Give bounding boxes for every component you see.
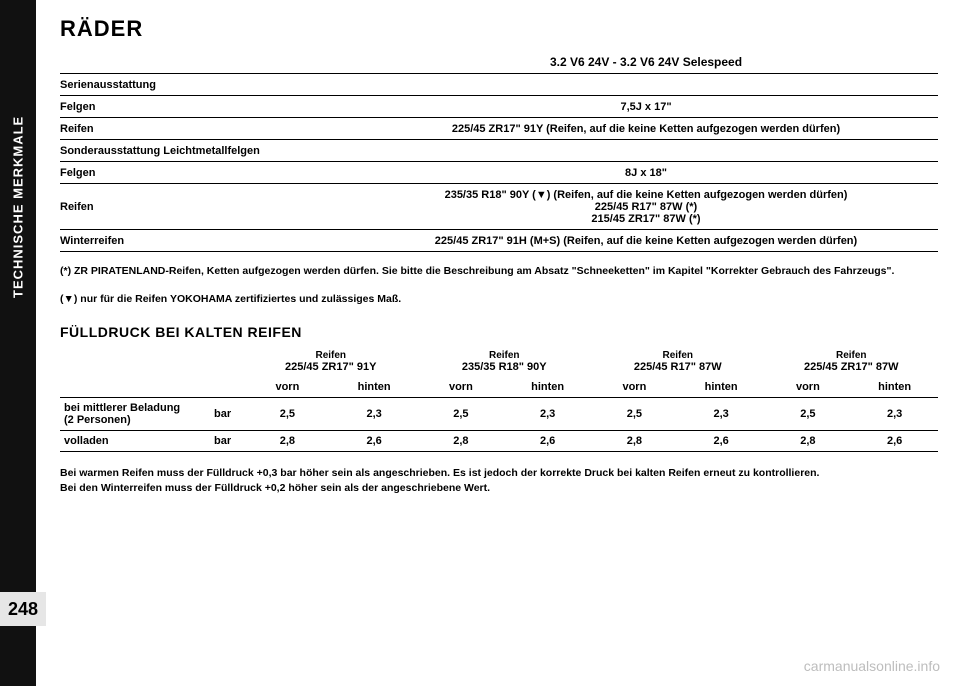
pressure-sub-row: vornhinten vornhinten vornhinten vornhin…	[60, 377, 938, 398]
pressure-row-label: bei mittlerer Beladung(2 Personen)	[60, 397, 210, 430]
spec-label: Winterreifen	[60, 230, 360, 252]
pressure-value: 2,3	[504, 397, 591, 430]
content-area: RÄDER 3.2 V6 24V - 3.2 V6 24V Selespeed …	[60, 16, 938, 497]
subhead-front: vorn	[418, 377, 505, 398]
spec-engine-header: 3.2 V6 24V - 3.2 V6 24V Selespeed	[360, 50, 938, 74]
spec-row: Winterreifen225/45 ZR17" 91H (M+S) (Reif…	[60, 230, 938, 252]
pressure-value: 2,3	[851, 397, 938, 430]
pressure-value: 2,8	[244, 430, 331, 451]
pressure-value: 2,6	[331, 430, 418, 451]
spec-label: Felgen	[60, 162, 360, 184]
spine-title: TECHNISCHE MERKMALE	[0, 18, 36, 298]
pressure-unit: bar	[210, 397, 244, 430]
spec-header-row: 3.2 V6 24V - 3.2 V6 24V Selespeed	[60, 50, 938, 74]
subhead-front: vorn	[591, 377, 678, 398]
spine-bar: TECHNISCHE MERKMALE	[0, 0, 36, 686]
spec-row: Felgen8J x 18"	[60, 162, 938, 184]
pressure-row-label: volladen	[60, 430, 210, 451]
page-number-box: 248	[0, 592, 46, 626]
tyre-header: Reifen225/45 ZR17" 91Y	[244, 346, 418, 377]
tyre-header: Reifen225/45 R17" 87W	[591, 346, 765, 377]
pressure-row: bei mittlerer Beladung(2 Personen)bar2,5…	[60, 397, 938, 430]
page-number: 248	[8, 599, 38, 620]
spec-table: 3.2 V6 24V - 3.2 V6 24V Selespeed Serien…	[60, 50, 938, 252]
footnote-star: (*) ZR PIRATENLAND-Reifen, Ketten aufgez…	[60, 264, 938, 280]
pressure-value: 2,8	[591, 430, 678, 451]
pressure-table: Reifen225/45 ZR17" 91Y Reifen235/35 R18"…	[60, 346, 938, 452]
spec-label: Sonderausstattung Leichtmetallfelgen	[60, 140, 360, 162]
spec-value: 8J x 18"	[360, 162, 938, 184]
spec-value: 235/35 R18" 90Y (▼) (Reifen, auf die kei…	[360, 184, 938, 230]
spec-label: Serienausstattung	[60, 74, 360, 96]
footnote-triangle: (▼) nur für die Reifen YOKOHAMA zertifiz…	[60, 292, 938, 308]
tyre-header: Reifen225/45 ZR17" 87W	[765, 346, 939, 377]
pressure-value: 2,5	[418, 397, 505, 430]
subhead-rear: hinten	[504, 377, 591, 398]
pressure-row: volladenbar2,82,62,82,62,82,62,82,6	[60, 430, 938, 451]
pressure-tyre-row: Reifen225/45 ZR17" 91Y Reifen235/35 R18"…	[60, 346, 938, 377]
pressure-value: 2,8	[765, 430, 852, 451]
spec-row: Reifen225/45 ZR17" 91Y (Reifen, auf die …	[60, 118, 938, 140]
pressure-value: 2,5	[591, 397, 678, 430]
spec-value: 225/45 ZR17" 91H (M+S) (Reifen, auf die …	[360, 230, 938, 252]
pressure-value: 2,6	[678, 430, 765, 451]
subhead-front: vorn	[244, 377, 331, 398]
spec-value	[360, 140, 938, 162]
spec-label: Reifen	[60, 118, 360, 140]
subhead-rear: hinten	[331, 377, 418, 398]
pressure-unit: bar	[210, 430, 244, 451]
heading-rader: RÄDER	[60, 16, 938, 42]
page: TECHNISCHE MERKMALE 248 RÄDER 3.2 V6 24V…	[0, 0, 960, 686]
spec-label: Felgen	[60, 96, 360, 118]
pressure-value: 2,8	[418, 430, 505, 451]
spec-row: Sonderausstattung Leichtmetallfelgen	[60, 140, 938, 162]
watermark: carmanualsonline.info	[804, 658, 940, 674]
bottom-note: Bei warmen Reifen muss der Fülldruck +0,…	[60, 466, 938, 498]
pressure-value: 2,5	[244, 397, 331, 430]
pressure-value: 2,6	[504, 430, 591, 451]
subhead-rear: hinten	[678, 377, 765, 398]
spec-value: 225/45 ZR17" 91Y (Reifen, auf die keine …	[360, 118, 938, 140]
spec-row: Reifen235/35 R18" 90Y (▼) (Reifen, auf d…	[60, 184, 938, 230]
spec-row: Serienausstattung	[60, 74, 938, 96]
pressure-value: 2,5	[765, 397, 852, 430]
spec-row: Felgen7,5J x 17"	[60, 96, 938, 118]
pressure-value: 2,3	[678, 397, 765, 430]
pressure-value: 2,3	[331, 397, 418, 430]
spec-label: Reifen	[60, 184, 360, 230]
pressure-heading: FÜLLDRUCK BEI KALTEN REIFEN	[60, 324, 938, 340]
pressure-value: 2,6	[851, 430, 938, 451]
subhead-rear: hinten	[851, 377, 938, 398]
tyre-header: Reifen235/35 R18" 90Y	[418, 346, 592, 377]
spec-value: 7,5J x 17"	[360, 96, 938, 118]
subhead-front: vorn	[765, 377, 852, 398]
spec-value	[360, 74, 938, 96]
